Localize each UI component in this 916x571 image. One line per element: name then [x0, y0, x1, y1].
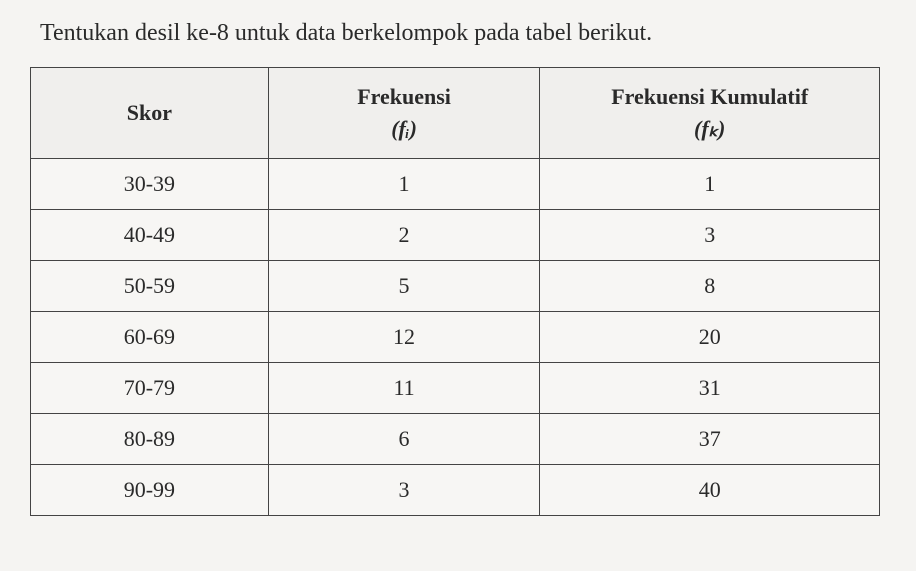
- cell-skor: 80-89: [31, 414, 269, 465]
- cell-skor: 70-79: [31, 363, 269, 414]
- header-cumfreq-label: Frekuensi Kumulatif: [611, 84, 808, 109]
- table-row: 70-79 11 31: [31, 363, 880, 414]
- cell-cumfreq: 3: [540, 210, 880, 261]
- header-skor-label: Skor: [127, 100, 172, 125]
- cell-skor: 90-99: [31, 465, 269, 516]
- cell-freq: 1: [268, 159, 540, 210]
- header-cumfreq: Frekuensi Kumulatif (fₖ): [540, 68, 880, 159]
- cell-skor: 60-69: [31, 312, 269, 363]
- cell-freq: 11: [268, 363, 540, 414]
- cell-skor: 50-59: [31, 261, 269, 312]
- cell-skor: 30-39: [31, 159, 269, 210]
- cell-cumfreq: 1: [540, 159, 880, 210]
- question-title: Tentukan desil ke-8 untuk data berkelomp…: [30, 20, 886, 47]
- header-cumfreq-sublabel: (fₖ): [548, 116, 871, 142]
- table-row: 50-59 5 8: [31, 261, 880, 312]
- table-header-row: Skor Frekuensi (fᵢ) Frekuensi Kumulatif …: [31, 68, 880, 159]
- table-row: 40-49 2 3: [31, 210, 880, 261]
- cell-freq: 12: [268, 312, 540, 363]
- cell-freq: 6: [268, 414, 540, 465]
- table-row: 30-39 1 1: [31, 159, 880, 210]
- data-table: Skor Frekuensi (fᵢ) Frekuensi Kumulatif …: [30, 67, 880, 516]
- cell-cumfreq: 20: [540, 312, 880, 363]
- table-row: 90-99 3 40: [31, 465, 880, 516]
- cell-cumfreq: 40: [540, 465, 880, 516]
- cell-freq: 2: [268, 210, 540, 261]
- header-skor: Skor: [31, 68, 269, 159]
- header-frekuensi-label: Frekuensi: [357, 84, 451, 109]
- cell-freq: 5: [268, 261, 540, 312]
- cell-skor: 40-49: [31, 210, 269, 261]
- header-frekuensi: Frekuensi (fᵢ): [268, 68, 540, 159]
- header-frekuensi-sublabel: (fᵢ): [277, 116, 532, 142]
- cell-cumfreq: 31: [540, 363, 880, 414]
- cell-cumfreq: 37: [540, 414, 880, 465]
- table-row: 80-89 6 37: [31, 414, 880, 465]
- cell-freq: 3: [268, 465, 540, 516]
- table-row: 60-69 12 20: [31, 312, 880, 363]
- cell-cumfreq: 8: [540, 261, 880, 312]
